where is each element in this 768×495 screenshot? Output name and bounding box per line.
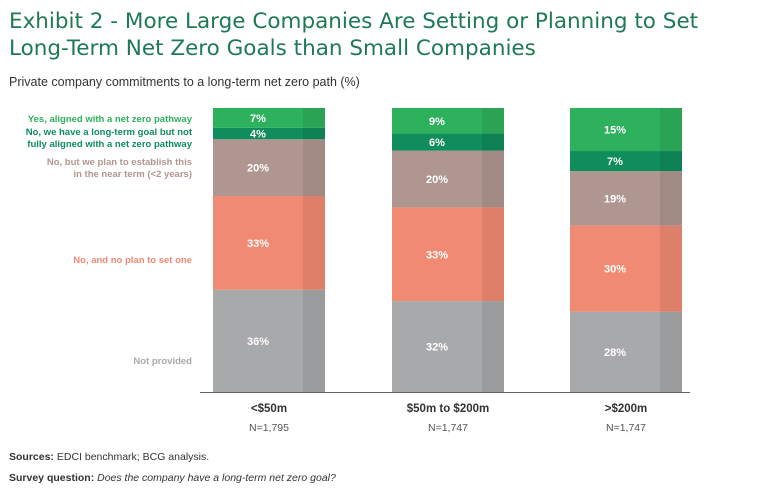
bar-segment <box>570 311 682 392</box>
bar-segment-shade <box>660 108 682 152</box>
legend-label: Not provided <box>133 356 192 367</box>
survey-question-note: Survey question: Does the company have a… <box>9 472 336 484</box>
legend-label: No, but we plan to establish this <box>47 157 192 168</box>
bar-segment-shade <box>303 289 325 392</box>
category-label: $50m to $200m <box>407 403 489 415</box>
bar-segment <box>213 108 325 128</box>
bar-segment <box>570 171 682 226</box>
data-label: 30% <box>604 264 626 276</box>
data-label: 6% <box>429 137 445 149</box>
sources-note: Sources: EDCI benchmark; BCG analysis. <box>9 451 209 463</box>
data-label: 32% <box>426 342 448 354</box>
exhibit-title: Exhibit 2 - More Large Companies Are Set… <box>9 9 699 61</box>
data-label: 28% <box>604 347 626 359</box>
bar-segment-shade <box>303 196 325 290</box>
data-label: 7% <box>250 113 266 125</box>
data-label: 15% <box>604 125 626 137</box>
legend-label: in the near term (<2 years) <box>73 169 192 180</box>
bar-segment-shade <box>482 301 504 392</box>
bar-segment <box>392 133 504 151</box>
bar-segment <box>570 225 682 312</box>
bar-segment-shade <box>660 311 682 392</box>
data-label: 7% <box>607 156 623 168</box>
legend-label: No, and no plan to set one <box>73 255 192 266</box>
bar-segment-shade <box>482 133 504 151</box>
bar-segment <box>392 108 504 134</box>
sample-size-label: N=1,747 <box>606 422 646 434</box>
data-label: 9% <box>429 116 445 128</box>
data-label: 20% <box>247 163 269 175</box>
sources-label: Sources: <box>9 451 54 463</box>
chart-subtitle: Private company commitments to a long-te… <box>9 75 360 89</box>
category-label: >$200m <box>605 403 648 415</box>
data-label: 20% <box>426 174 448 186</box>
bar-segment <box>213 289 325 392</box>
category-label: <$50m <box>251 403 287 415</box>
bar-segment <box>213 127 325 140</box>
bar-segment <box>392 301 504 392</box>
data-label: 33% <box>247 238 269 250</box>
data-label: 19% <box>604 193 626 205</box>
bar-segment-shade <box>303 139 325 197</box>
survey-question-text: Does the company have a long-term net ze… <box>97 472 336 484</box>
bar-segment <box>392 207 504 302</box>
bar-segment <box>570 108 682 152</box>
data-label: 4% <box>250 129 266 141</box>
bar-segment <box>213 139 325 197</box>
bar-segment-shade <box>660 171 682 226</box>
bar-segment <box>213 196 325 290</box>
survey-question-label: Survey question: <box>9 472 95 484</box>
bar-segment-shade <box>303 127 325 140</box>
bar-segment-shade <box>482 207 504 302</box>
sample-size-label: N=1,747 <box>428 422 468 434</box>
legend-label: fully aligned with a net zero pathway <box>27 139 192 150</box>
bar-segment-shade <box>660 225 682 312</box>
bar-segment <box>570 151 682 172</box>
bar-segment-shade <box>660 151 682 172</box>
sources-text: EDCI benchmark; BCG analysis. <box>56 451 210 463</box>
data-label: 33% <box>426 249 448 261</box>
bar-segment <box>392 150 504 208</box>
bar-segment-shade <box>482 108 504 134</box>
bar-segment-shade <box>482 150 504 208</box>
legend-label: No, we have a long-term goal but not <box>26 127 193 138</box>
legend-label: Yes, aligned with a net zero pathway <box>28 114 193 125</box>
sample-size-label: N=1,795 <box>249 422 289 434</box>
bar-segment-shade <box>303 108 325 128</box>
data-label: 36% <box>247 336 269 348</box>
